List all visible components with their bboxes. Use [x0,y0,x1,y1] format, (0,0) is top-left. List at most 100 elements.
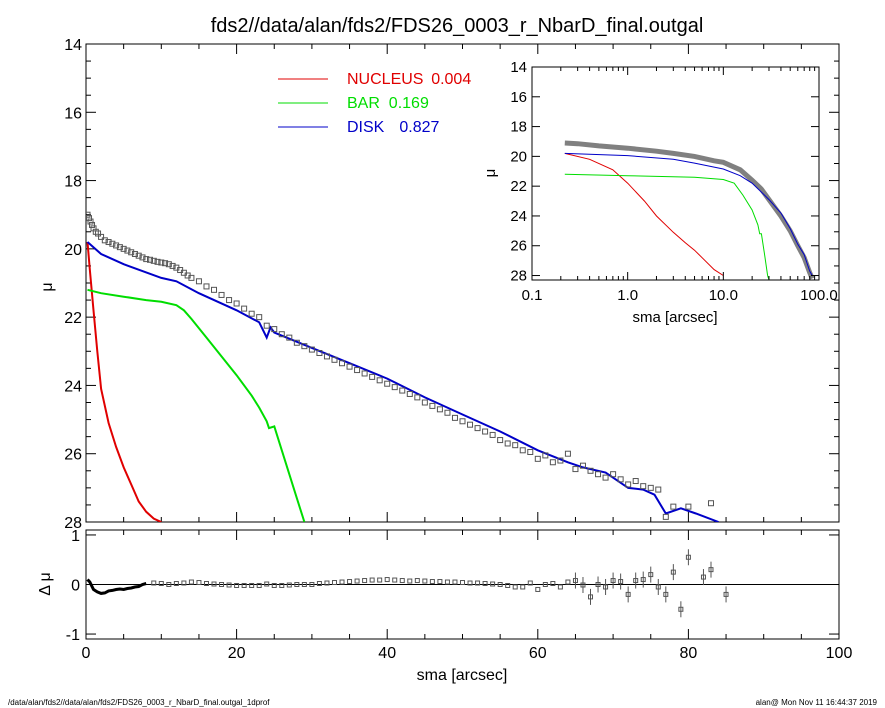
residual-point-marker [512,584,518,590]
residual-point-marker [580,582,586,588]
residual-point-marker [595,582,601,587]
residual-point-marker [324,580,330,586]
main-y-tick-label: 18 [64,174,82,191]
residual-point-marker [603,584,609,590]
residual-point-marker [429,579,435,585]
residual-point-marker [648,572,654,578]
residual-point-marker [437,579,443,585]
data-point-marker [233,300,240,307]
data-point-marker [519,447,526,454]
legend-value-bar: 0.169 [389,95,429,112]
data-point-marker [655,486,662,493]
data-point-marker [436,406,443,413]
inset-y-axis-label: μ [482,169,499,178]
data-point-marker [595,471,602,478]
residual-point-marker [301,582,307,587]
residual-point-marker [535,586,541,592]
residual-point-marker [625,591,631,597]
residual-point-marker [700,574,706,580]
inset-y-tick-label: 22 [510,178,527,195]
residual-point-marker [557,584,563,590]
data-point-marker [271,326,278,333]
data-point-marker [346,363,353,370]
residual-points-layer [86,549,729,618]
data-point-marker [226,297,233,304]
residual-point-marker [565,579,571,585]
data-point-marker [557,457,564,464]
data-point-marker [203,283,210,290]
legend-label-disk: DISK [347,119,385,136]
residual-point-marker [497,582,503,587]
residual-point-marker [271,582,277,588]
data-point-marker [169,262,176,269]
residual-point-marker [151,580,157,586]
residual-point-marker [475,580,481,586]
data-point-marker [263,322,270,329]
legend-label-nucleus: NUCLEUS [347,71,423,88]
data-point-marker [504,440,511,447]
residual-point-marker [158,581,164,587]
residual-point-marker [196,580,202,586]
residual-point-marker [482,581,488,587]
residual-point-marker [309,582,315,587]
data-point-marker [162,260,169,267]
data-point-marker [211,286,218,293]
residual-y-tick-label: 0 [71,578,80,595]
residual-point-marker [211,581,217,587]
main-y-tick-label: 16 [64,105,82,122]
data-point-marker [158,259,165,266]
data-point-marker [459,418,466,425]
residual-x-tick-label: 40 [378,645,396,662]
residual-point-marker [173,581,179,587]
data-point-marker [685,503,692,510]
main-y-tick-label: 26 [64,447,82,464]
data-point-marker [354,367,361,374]
inset-x-tick-label: 0.1 [522,287,543,304]
data-point-marker [308,346,315,353]
residual-y-tick-label: 1 [71,528,80,545]
data-point-marker [116,244,123,251]
inset-series-line-bar [564,173,770,280]
residual-point-marker [610,578,616,584]
data-point-marker [165,261,172,268]
inset-series-line-nucleus [564,152,724,276]
residual-point-marker [422,578,428,584]
residual-point-marker [316,581,322,587]
residual-point-marker [249,582,255,588]
data-point-marker [579,462,586,469]
residual-point-marker [723,591,729,597]
legend-value-nucleus: 0.004 [431,71,471,88]
main-series-layer [86,211,719,522]
inset-series-line-disk [564,152,813,276]
legend-value-disk: 0.827 [399,119,439,136]
residual-point-marker [331,580,337,586]
residual-point-marker [520,584,526,590]
data-point-marker [534,455,541,462]
data-point-marker [647,484,654,491]
residual-point-marker [655,584,661,590]
data-point-marker [632,478,639,485]
residual-point-marker [685,554,691,560]
main-y-tick-label: 28 [64,515,82,532]
residual-y-tick-label: -1 [66,627,80,644]
chart-title: fds2//data/alan/fds2/FDS26_0003_r_NbarD_… [211,15,704,37]
data-point-marker [662,513,669,520]
residual-point-marker [354,578,360,584]
residual-point-marker [678,606,684,612]
data-point-marker [128,249,135,256]
data-point-marker [625,481,632,488]
residual-point-marker [181,580,187,586]
data-point-marker [256,314,263,321]
residual-x-tick-label: 0 [82,645,91,662]
inset-plot-frame [531,66,820,281]
residual-point-marker [527,580,533,586]
main-y-tick-label: 24 [64,378,82,395]
data-point-marker [120,245,127,252]
data-point-marker [316,349,323,356]
data-point-marker [195,278,202,285]
data-point-marker [86,211,91,218]
residual-point-marker [362,578,368,584]
